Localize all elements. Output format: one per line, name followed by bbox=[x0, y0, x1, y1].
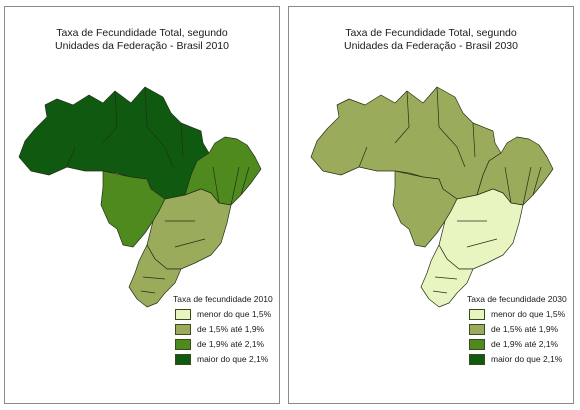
map-panel-2010: Taxa de Fecundidade Total, segundo Unida… bbox=[4, 6, 280, 404]
legend-label: de 1,5% até 1,9% bbox=[491, 324, 559, 334]
legend-item: de 1,5% até 1,9% bbox=[469, 323, 567, 335]
legend-item: menor do que 1,5% bbox=[469, 308, 567, 320]
legend-label: maior do que 2,1% bbox=[197, 354, 269, 364]
legend-label: de 1,9% até 2,1% bbox=[197, 339, 265, 349]
legend-item: menor do que 1,5% bbox=[175, 308, 273, 320]
legend-item: maior do que 2,1% bbox=[175, 353, 273, 365]
region-south bbox=[420, 244, 474, 308]
legend-label: de 1,9% até 2,1% bbox=[491, 339, 559, 349]
region-southeast bbox=[438, 188, 524, 270]
map-title: Taxa de Fecundidade Total, segundo Unida… bbox=[5, 27, 279, 52]
legend-swatch bbox=[175, 308, 191, 320]
legend-item: maior do que 2,1% bbox=[469, 353, 567, 365]
legend-2010: Taxa de fecundidade 2010 menor do que 1,… bbox=[173, 294, 273, 368]
map-title-line1: Taxa de Fecundidade Total, segundo bbox=[56, 27, 228, 39]
legend-label: maior do que 2,1% bbox=[491, 354, 563, 364]
map-title-line1: Taxa de Fecundidade Total, segundo bbox=[345, 27, 517, 39]
legend-swatch bbox=[469, 353, 485, 365]
brazil-map-2030 bbox=[310, 86, 554, 308]
legend-swatch bbox=[469, 338, 485, 350]
legend-item: de 1,9% até 2,1% bbox=[175, 338, 273, 350]
map-title: Taxa de Fecundidade Total, segundo Unida… bbox=[289, 27, 573, 52]
legend-title: Taxa de fecundidade 2010 bbox=[173, 294, 273, 304]
legend-swatch bbox=[469, 308, 485, 320]
brazil-map-2010 bbox=[18, 86, 262, 308]
map-panel-2030: Taxa de Fecundidade Total, segundo Unida… bbox=[288, 6, 574, 404]
region-south bbox=[128, 244, 182, 308]
legend-label: menor do que 1,5% bbox=[197, 309, 272, 319]
legend-swatch bbox=[175, 353, 191, 365]
region-midwest bbox=[100, 170, 166, 248]
map-title-line2: Unidades da Federação - Brasil 2010 bbox=[55, 39, 229, 52]
map-title-line2: Unidades da Federação - Brasil 2030 bbox=[344, 39, 518, 52]
region-midwest bbox=[392, 170, 458, 248]
legend-title: Taxa de fecundidade 2030 bbox=[467, 294, 567, 304]
legend-label: menor do que 1,5% bbox=[491, 309, 566, 319]
region-southeast bbox=[146, 188, 232, 270]
legend-swatch bbox=[175, 323, 191, 335]
legend-item: de 1,5% até 1,9% bbox=[175, 323, 273, 335]
legend-2030: Taxa de fecundidade 2030 menor do que 1,… bbox=[467, 294, 567, 368]
legend-item: de 1,9% até 2,1% bbox=[469, 338, 567, 350]
legend-swatch bbox=[469, 323, 485, 335]
legend-swatch bbox=[175, 338, 191, 350]
legend-label: de 1,5% até 1,9% bbox=[197, 324, 265, 334]
